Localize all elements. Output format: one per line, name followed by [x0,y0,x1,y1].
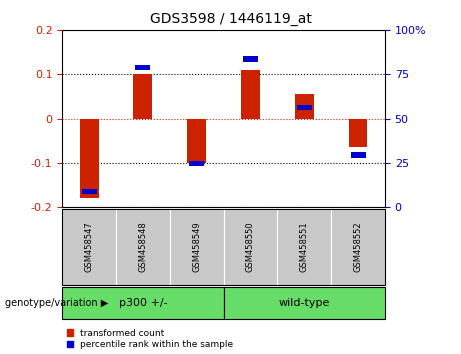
Bar [241,70,260,119]
Bar [297,105,312,110]
Bar [187,119,206,163]
Bar [350,152,366,158]
Bar [189,161,204,166]
Text: GDS3598 / 1446119_at: GDS3598 / 1446119_at [149,12,312,27]
Text: wild-type: wild-type [278,298,330,308]
Bar [349,119,367,147]
Text: GSM458548: GSM458548 [138,222,148,272]
Bar [243,56,258,62]
Text: GSM458551: GSM458551 [300,222,309,272]
Bar [295,94,313,119]
Text: GSM458550: GSM458550 [246,222,255,272]
Bar [82,189,97,194]
Text: GSM458547: GSM458547 [85,222,94,272]
Text: p300 +/-: p300 +/- [118,298,167,308]
Bar [80,119,99,198]
Bar [136,65,150,70]
Text: GSM458549: GSM458549 [192,222,201,272]
Legend: transformed count, percentile rank within the sample: transformed count, percentile rank withi… [67,329,233,349]
Bar [134,74,152,119]
Text: genotype/variation ▶: genotype/variation ▶ [5,298,108,308]
Text: GSM458552: GSM458552 [354,222,362,272]
